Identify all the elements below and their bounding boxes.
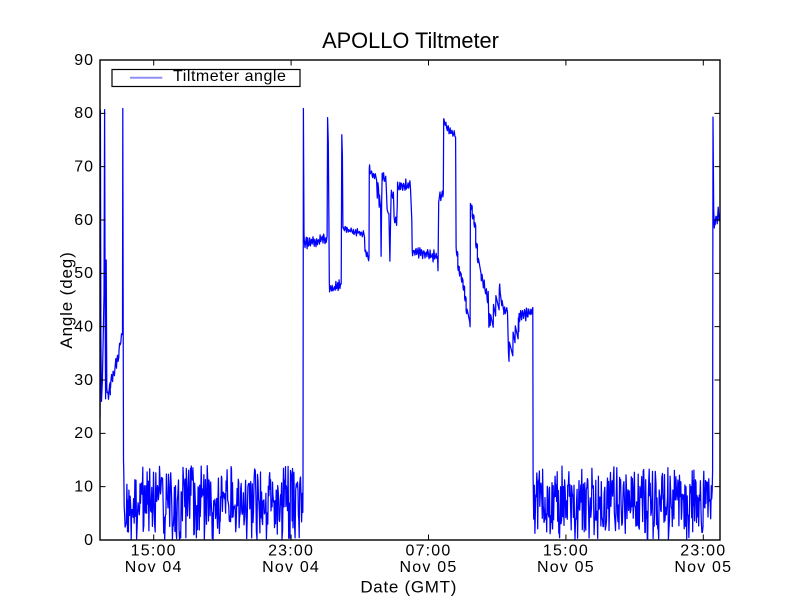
svg-text:0: 0: [84, 532, 94, 549]
svg-text:15:00: 15:00: [131, 543, 177, 560]
svg-text:60: 60: [74, 212, 94, 229]
svg-text:Nov 04: Nov 04: [262, 559, 320, 576]
svg-text:90: 90: [74, 52, 94, 69]
svg-text:Nov 05: Nov 05: [674, 559, 732, 576]
svg-text:70: 70: [74, 159, 94, 176]
svg-text:10: 10: [74, 479, 94, 496]
svg-text:23:00: 23:00: [680, 543, 726, 560]
svg-text:23:00: 23:00: [268, 543, 314, 560]
svg-text:Angle (deg): Angle (deg): [57, 251, 76, 348]
svg-text:Tiltmeter angle: Tiltmeter angle: [173, 68, 286, 85]
svg-text:15:00: 15:00: [543, 543, 589, 560]
svg-text:40: 40: [74, 319, 94, 336]
svg-text:50: 50: [74, 265, 94, 282]
svg-text:Nov 04: Nov 04: [125, 559, 183, 576]
svg-text:80: 80: [74, 105, 94, 122]
svg-text:07:00: 07:00: [405, 543, 451, 560]
svg-text:Nov 05: Nov 05: [537, 559, 595, 576]
svg-text:20: 20: [74, 425, 94, 442]
svg-text:Date (GMT): Date (GMT): [360, 578, 457, 597]
svg-text:30: 30: [74, 372, 94, 389]
svg-text:Nov 05: Nov 05: [400, 559, 458, 576]
svg-text:APOLLO Tiltmeter: APOLLO Tiltmeter: [322, 28, 499, 53]
